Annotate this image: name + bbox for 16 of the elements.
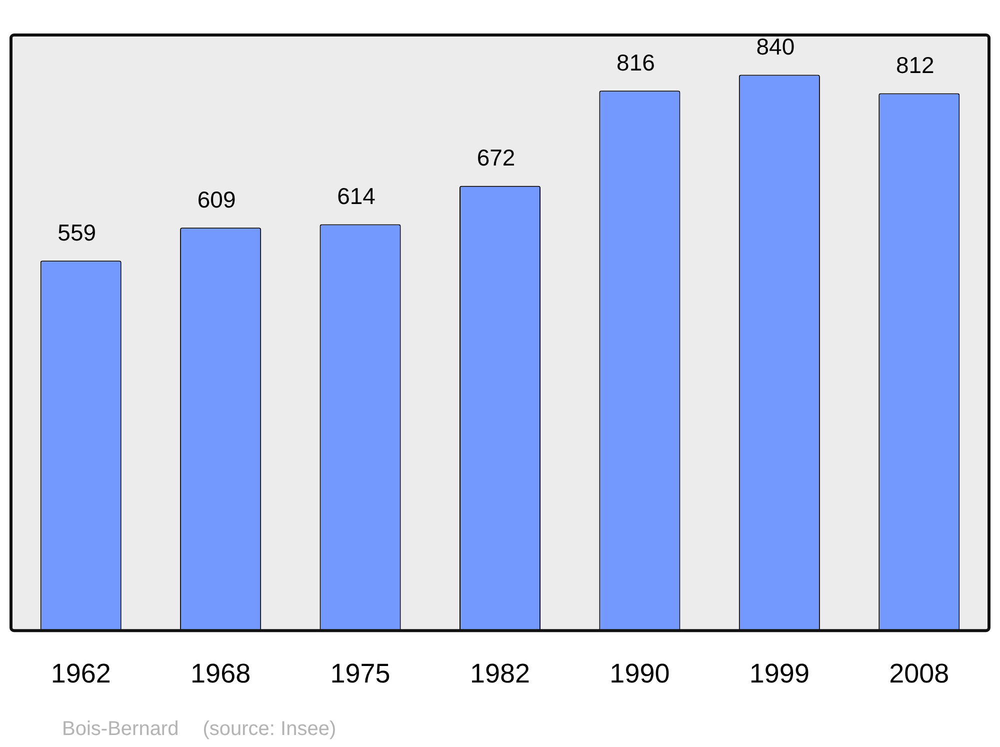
x-tick-label: 1962 [50,658,111,688]
text: (source: Insee) [202,718,336,740]
data-label: 840 [756,34,795,60]
x-tick-label: 1968 [190,658,251,688]
data-label: 672 [476,144,516,171]
x-tick-label: 1975 [330,658,390,688]
data-label: 812 [896,52,934,78]
text: Bois-Bernard [62,718,179,740]
x-tick-label: 1999 [749,658,810,688]
data-label: 614 [337,183,376,210]
data-label: 816 [616,49,655,76]
data-label: 559 [58,220,96,246]
data-label: 609 [197,186,236,212]
x-tick-label: 2008 [889,658,950,688]
x-tick-label: 1982 [470,658,530,688]
x-tick-label: 1990 [610,658,670,688]
